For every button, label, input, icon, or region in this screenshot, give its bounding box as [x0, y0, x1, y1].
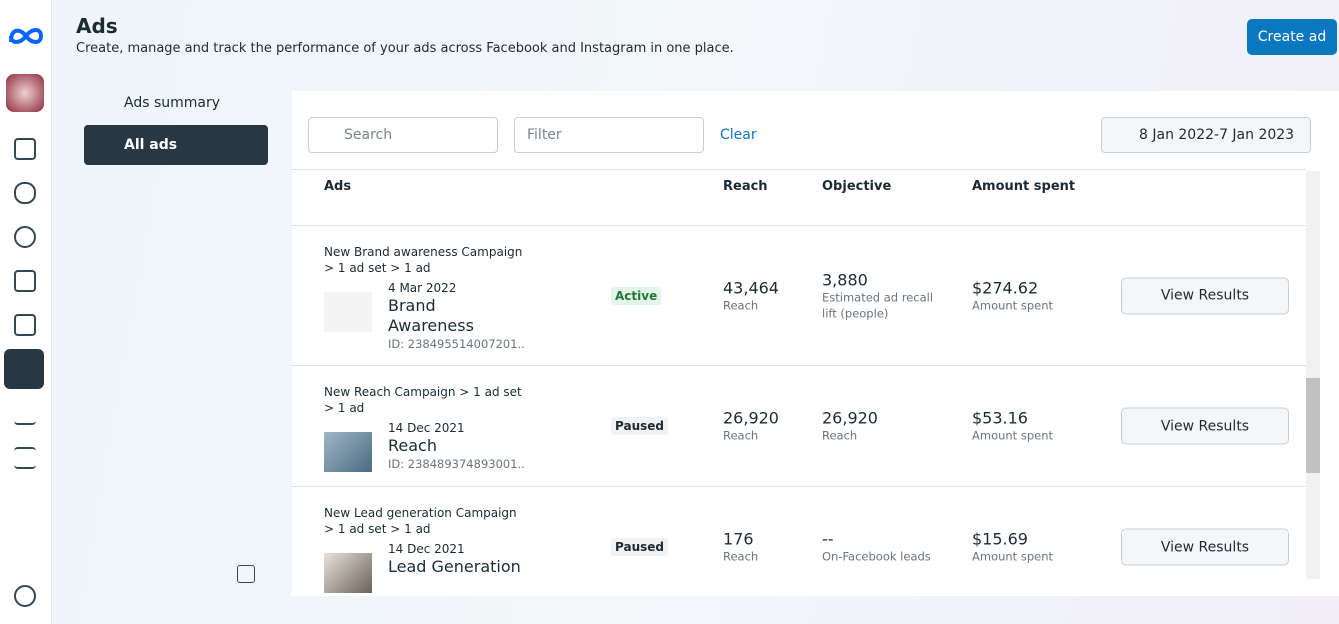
search-placeholder: Search [344, 127, 393, 143]
ad-row: New Brand awareness Campaign > 1 ad set … [292, 225, 1306, 365]
view-results-button[interactable]: View Results [1121, 407, 1289, 445]
ad-info: 4 Mar 2022 Brand Awareness ID: 23849551400… [324, 280, 524, 352]
metric-cell: 176 Reach [723, 530, 848, 565]
campaign-path: New Brand awareness Campaign > 1 ad set … [324, 245, 523, 275]
ads-card: Search Filter Clear 8 Jan 2022-7 Jan 202… [292, 91, 1339, 596]
view-results-button[interactable]: View Results [1121, 528, 1289, 566]
ad-name: Brand Awareness [388, 296, 474, 335]
filter-dropdown[interactable]: Filter [514, 117, 704, 153]
metric-value: 26,920 [822, 408, 878, 428]
date-range[interactable]: 8 Jan 2022-7 Jan 2023 [1101, 117, 1311, 153]
ad-details: 14 Dec 2021 Reach ID: 238489374893001... [388, 420, 524, 472]
notifications-icon[interactable] [14, 182, 36, 204]
filter-placeholder: Filter [527, 127, 562, 143]
scrollbar[interactable] [1306, 171, 1320, 579]
ad-date: 4 Mar 2022 [388, 281, 457, 295]
ad-date: 14 Dec 2021 [388, 421, 465, 435]
metric-label: Amount spent [972, 298, 1054, 312]
title: Ads [76, 14, 118, 38]
search-box[interactable]: Search [308, 117, 498, 153]
metric-value: 43,464 [723, 278, 779, 297]
metric-label: Amount spent [972, 428, 1054, 443]
metric-label: On-Facebook leads [822, 549, 931, 564]
metric-value: 3,880 [822, 270, 868, 289]
date-range-text: 8 Jan 2022-7 Jan 2023 [1139, 127, 1295, 143]
logo [9, 28, 44, 44]
metric-cell: 26,920 Reach [822, 409, 947, 444]
avatar[interactable] [6, 74, 44, 112]
column-header[interactable]: Amount spent [972, 179, 1076, 194]
metric-label: Reach [723, 298, 759, 312]
ad-id: ID: 238495514007201... [388, 337, 524, 351]
status-badge: Paused [611, 538, 668, 556]
ad-row: New Reach Campaign > 1 ad set > 1 ad 14 D… [292, 365, 1306, 486]
metric-cell: 3,880 Estimated ad recall lift (people) [822, 270, 947, 321]
ad-cell: New Brand awareness Campaign > 1 ad set … [324, 244, 524, 352]
metric-label: Amount spent [972, 549, 1054, 564]
ad-thumbnail [324, 432, 372, 472]
metric-cell: 26,920 Reach [723, 409, 848, 444]
clear-link[interactable]: Clear [720, 127, 757, 143]
subtitle: Create, manage and track the performance… [76, 41, 734, 56]
ad-date: 14 Dec 2021 [388, 542, 465, 556]
ad-cell: New Lead generation Campaign > 1 ad set … [324, 505, 524, 593]
ad-name: Lead Generation [388, 557, 521, 576]
insights-icon[interactable] [14, 403, 36, 425]
ad-info: 14 Dec 2021 Reach ID: 238489374893001... [324, 420, 524, 472]
ad-thumbnail [324, 292, 372, 332]
ad-details: 4 Mar 2022 Brand Awareness ID: 23849551400… [388, 280, 524, 352]
nav-item[interactable]: All ads [84, 125, 268, 165]
campaign-path: New Reach Campaign > 1 ad set > 1 ad [324, 385, 522, 415]
home-icon[interactable] [14, 138, 36, 160]
collapse-icon[interactable] [237, 565, 255, 583]
ad-details: 14 Dec 2021 Lead Generation [388, 541, 524, 593]
ad-id: ID: 238489374893001... [388, 457, 524, 471]
metric-label: Reach [822, 428, 858, 443]
column-header[interactable]: Ads [324, 179, 352, 194]
metric-label: Reach [723, 549, 759, 564]
sidebar [0, 0, 52, 624]
ads-icon[interactable] [4, 349, 44, 389]
metric-cell: $15.69 Amount spent [972, 530, 1097, 565]
metric-value: $15.69 [972, 529, 1028, 549]
ad-info: 14 Dec 2021 Lead Generation [324, 541, 524, 593]
metric-cell: -- On-Facebook leads [822, 530, 947, 565]
metric-label: Reach [723, 428, 759, 443]
metric-cell: $274.62 Amount spent [972, 278, 1097, 313]
metric-value: 176 [723, 529, 754, 549]
menu-icon[interactable] [14, 447, 36, 469]
metric-label: Estimated ad recall lift (people) [822, 290, 934, 320]
create-ad-button[interactable]: Create ad [1247, 19, 1337, 55]
divider [292, 169, 1306, 170]
view-results-button[interactable]: View Results [1121, 277, 1289, 314]
help-icon[interactable] [14, 585, 36, 607]
metric-value: $274.62 [972, 278, 1039, 297]
campaign-path: New Lead generation Campaign > 1 ad set … [324, 506, 517, 536]
status-badge: Paused [611, 417, 668, 435]
ad-cell: New Reach Campaign > 1 ad set > 1 ad 14 D… [324, 384, 524, 472]
ads-table: New Brand awareness Campaign > 1 ad set … [292, 205, 1306, 596]
metric-value: 26,920 [723, 408, 779, 428]
pages-icon[interactable] [14, 270, 36, 292]
metric-value: $53.16 [972, 408, 1028, 428]
table-icon[interactable] [14, 314, 36, 336]
column-header[interactable]: Objective [822, 179, 892, 194]
nav-item[interactable]: Ads summary [124, 95, 221, 111]
ad-name: Reach [388, 436, 437, 455]
ad-row: New Lead generation Campaign > 1 ad set … [292, 486, 1306, 596]
metric-cell: $53.16 Amount spent [972, 409, 1097, 444]
status-badge: Active [611, 286, 662, 305]
messages-icon[interactable] [14, 226, 36, 248]
ad-thumbnail [324, 553, 372, 593]
metric-cell: 43,464 Reach [723, 278, 848, 313]
column-header[interactable]: Reach [723, 179, 768, 194]
metric-value: -- [822, 529, 834, 549]
